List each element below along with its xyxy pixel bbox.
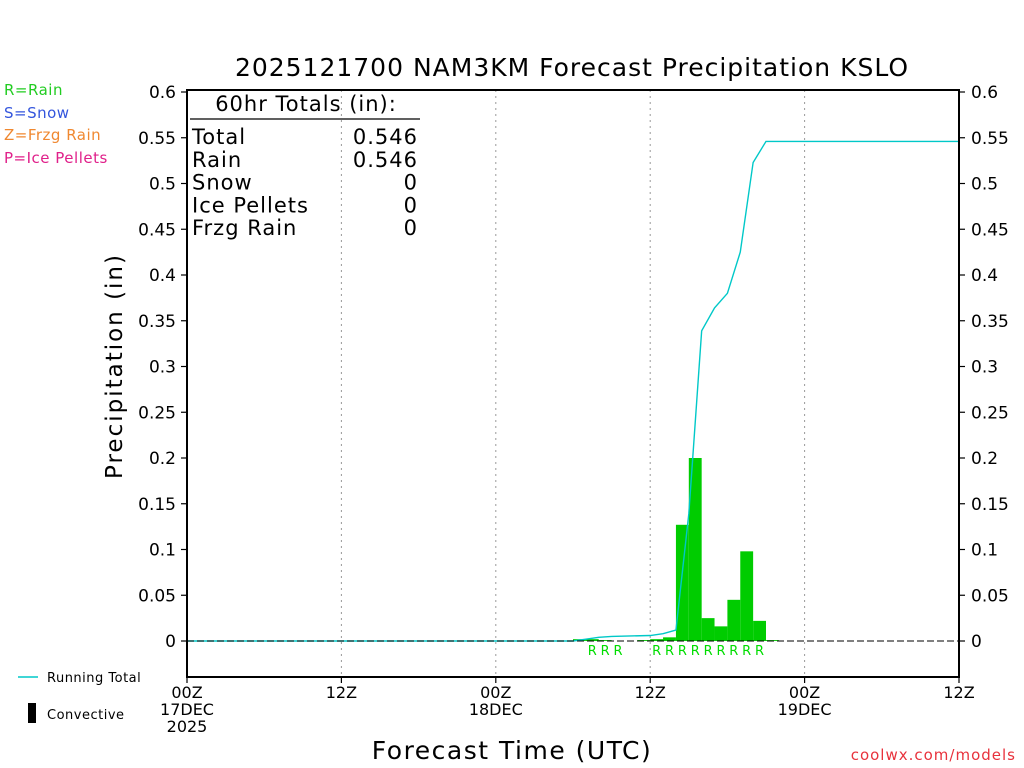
totals-row-label: Ice Pellets xyxy=(192,193,309,217)
y-tick-label-left: 0.1 xyxy=(149,541,176,561)
rain-marker: R xyxy=(716,644,725,659)
rain-bar xyxy=(714,626,728,641)
rain-marker: R xyxy=(652,644,661,659)
running-total-line-path xyxy=(187,140,959,642)
axes: 0 00.05 0.050.1 0.10.15 0.150.2 0.20.25 0.250.… xyxy=(138,83,1009,736)
y-tick-label-right: 0.2 xyxy=(971,449,998,469)
totals-row-label: Snow xyxy=(192,171,253,195)
totals-heading: 60hr Totals (in): xyxy=(215,92,397,116)
rain-bar xyxy=(598,640,612,641)
rain-bar xyxy=(753,620,766,641)
rain-bar xyxy=(675,524,689,641)
totals-row-label: Total xyxy=(191,125,246,149)
totals-row-value: 0.546 xyxy=(353,148,418,172)
totals-row-label: Frzg Rain xyxy=(192,216,297,240)
y-tick-label-right: 0.25 xyxy=(971,403,1009,423)
y-tick-label-right: 0.3 xyxy=(971,358,998,378)
totals-row-value: 0 xyxy=(404,171,418,195)
x-tick-label: 12Z xyxy=(943,683,974,702)
convective-legend-label: Convective xyxy=(47,708,125,723)
rain-marker: R xyxy=(678,644,687,659)
watermark: coolwx.com/models xyxy=(850,746,1016,764)
rain-bar xyxy=(701,618,715,641)
rain-bar xyxy=(585,639,599,641)
y-tick-label-left: 0.05 xyxy=(138,586,176,606)
y-tick-label-right: 0.6 xyxy=(971,83,998,103)
y-tick-label-right: 0.55 xyxy=(971,129,1009,149)
x-tick-label: 00Z xyxy=(789,683,820,702)
bottom-legend: Running Total Convective xyxy=(18,671,141,723)
y-tick-label-right: 0 xyxy=(971,632,982,652)
y-tick-label-right: 0.1 xyxy=(971,541,998,561)
y-tick-label-left: 0.5 xyxy=(149,175,176,195)
rain-bars xyxy=(573,458,779,641)
rain-marker: R xyxy=(614,644,623,659)
y-tick-label-right: 0.15 xyxy=(971,495,1009,515)
rain-marker: R xyxy=(729,644,738,659)
rain-marker: R xyxy=(588,644,597,659)
y-tick-label-left: 0.25 xyxy=(138,403,176,423)
totals-row-label: Rain xyxy=(192,148,242,172)
ptype-legend-item: S=Snow xyxy=(4,103,70,122)
y-tick-label-right: 0.5 xyxy=(971,175,998,195)
ptype-legend-item: R=Rain xyxy=(4,81,63,99)
rain-bar xyxy=(688,458,702,641)
rain-bar xyxy=(650,639,664,641)
y-tick-label-left: 0.55 xyxy=(138,129,176,149)
y-tick-label-left: 0.4 xyxy=(149,266,176,286)
running-total-legend-label: Running Total xyxy=(47,671,141,686)
running-total-line xyxy=(187,140,959,642)
rain-marker: R xyxy=(704,644,713,659)
y-tick-label-left: 0.15 xyxy=(138,495,176,515)
y-tick-label-left: 0.6 xyxy=(149,83,176,103)
rain-bar xyxy=(740,551,754,641)
y-tick-label-left: 0.2 xyxy=(149,449,176,469)
grid-lines xyxy=(340,90,806,677)
rain-marker: R xyxy=(665,644,674,659)
ptype-legend-item: Z=Frzg Rain xyxy=(4,126,102,144)
rain-marker: R xyxy=(742,644,751,659)
y-axis-label: Precipitation (in) xyxy=(102,253,128,479)
plot-frame xyxy=(186,89,960,678)
ptype-legend-item: P=Ice Pellets xyxy=(4,148,108,167)
rain-bar xyxy=(663,637,676,641)
x-tick-label: 12Z xyxy=(326,683,357,702)
x-tick-label: 00Z xyxy=(171,683,202,702)
convective-swatch xyxy=(28,703,36,723)
x-axis-label: Forecast Time (UTC) xyxy=(372,736,652,765)
x-tick-label: 17DEC xyxy=(160,700,214,719)
totals-row-value: 0.546 xyxy=(353,125,418,149)
y-tick-label-left: 0.45 xyxy=(138,220,176,240)
x-tick-label: 12Z xyxy=(635,683,666,702)
x-tick-label: 19DEC xyxy=(778,700,832,719)
rain-marker: R xyxy=(691,644,700,659)
chart-title: 2025121700 NAM3KM Forecast Precipitation… xyxy=(235,53,909,82)
y-tick-label-right: 0.4 xyxy=(971,266,998,286)
rain-marker: R xyxy=(601,644,610,659)
totals-box: 60hr Totals (in): Total 0.546 Rain 0.546 Snow… xyxy=(190,92,420,240)
y-tick-label-left: 0.35 xyxy=(138,312,176,332)
totals-row-value: 0 xyxy=(404,193,418,217)
x-tick-label: 00Z xyxy=(480,683,511,702)
y-tick-label-right: 0.05 xyxy=(971,586,1009,606)
rain-bar xyxy=(727,599,741,641)
y-tick-label-left: 0.3 xyxy=(149,358,176,378)
y-tick-label-right: 0.45 xyxy=(971,220,1009,240)
y-tick-label-right: 0.35 xyxy=(971,312,1009,332)
y-tick-label-left: 0 xyxy=(165,632,176,652)
totals-row-value: 0 xyxy=(404,216,418,240)
rain-marker: R xyxy=(755,644,764,659)
x-tick-label: 2025 xyxy=(167,717,208,736)
x-tick-label: 18DEC xyxy=(469,700,523,719)
